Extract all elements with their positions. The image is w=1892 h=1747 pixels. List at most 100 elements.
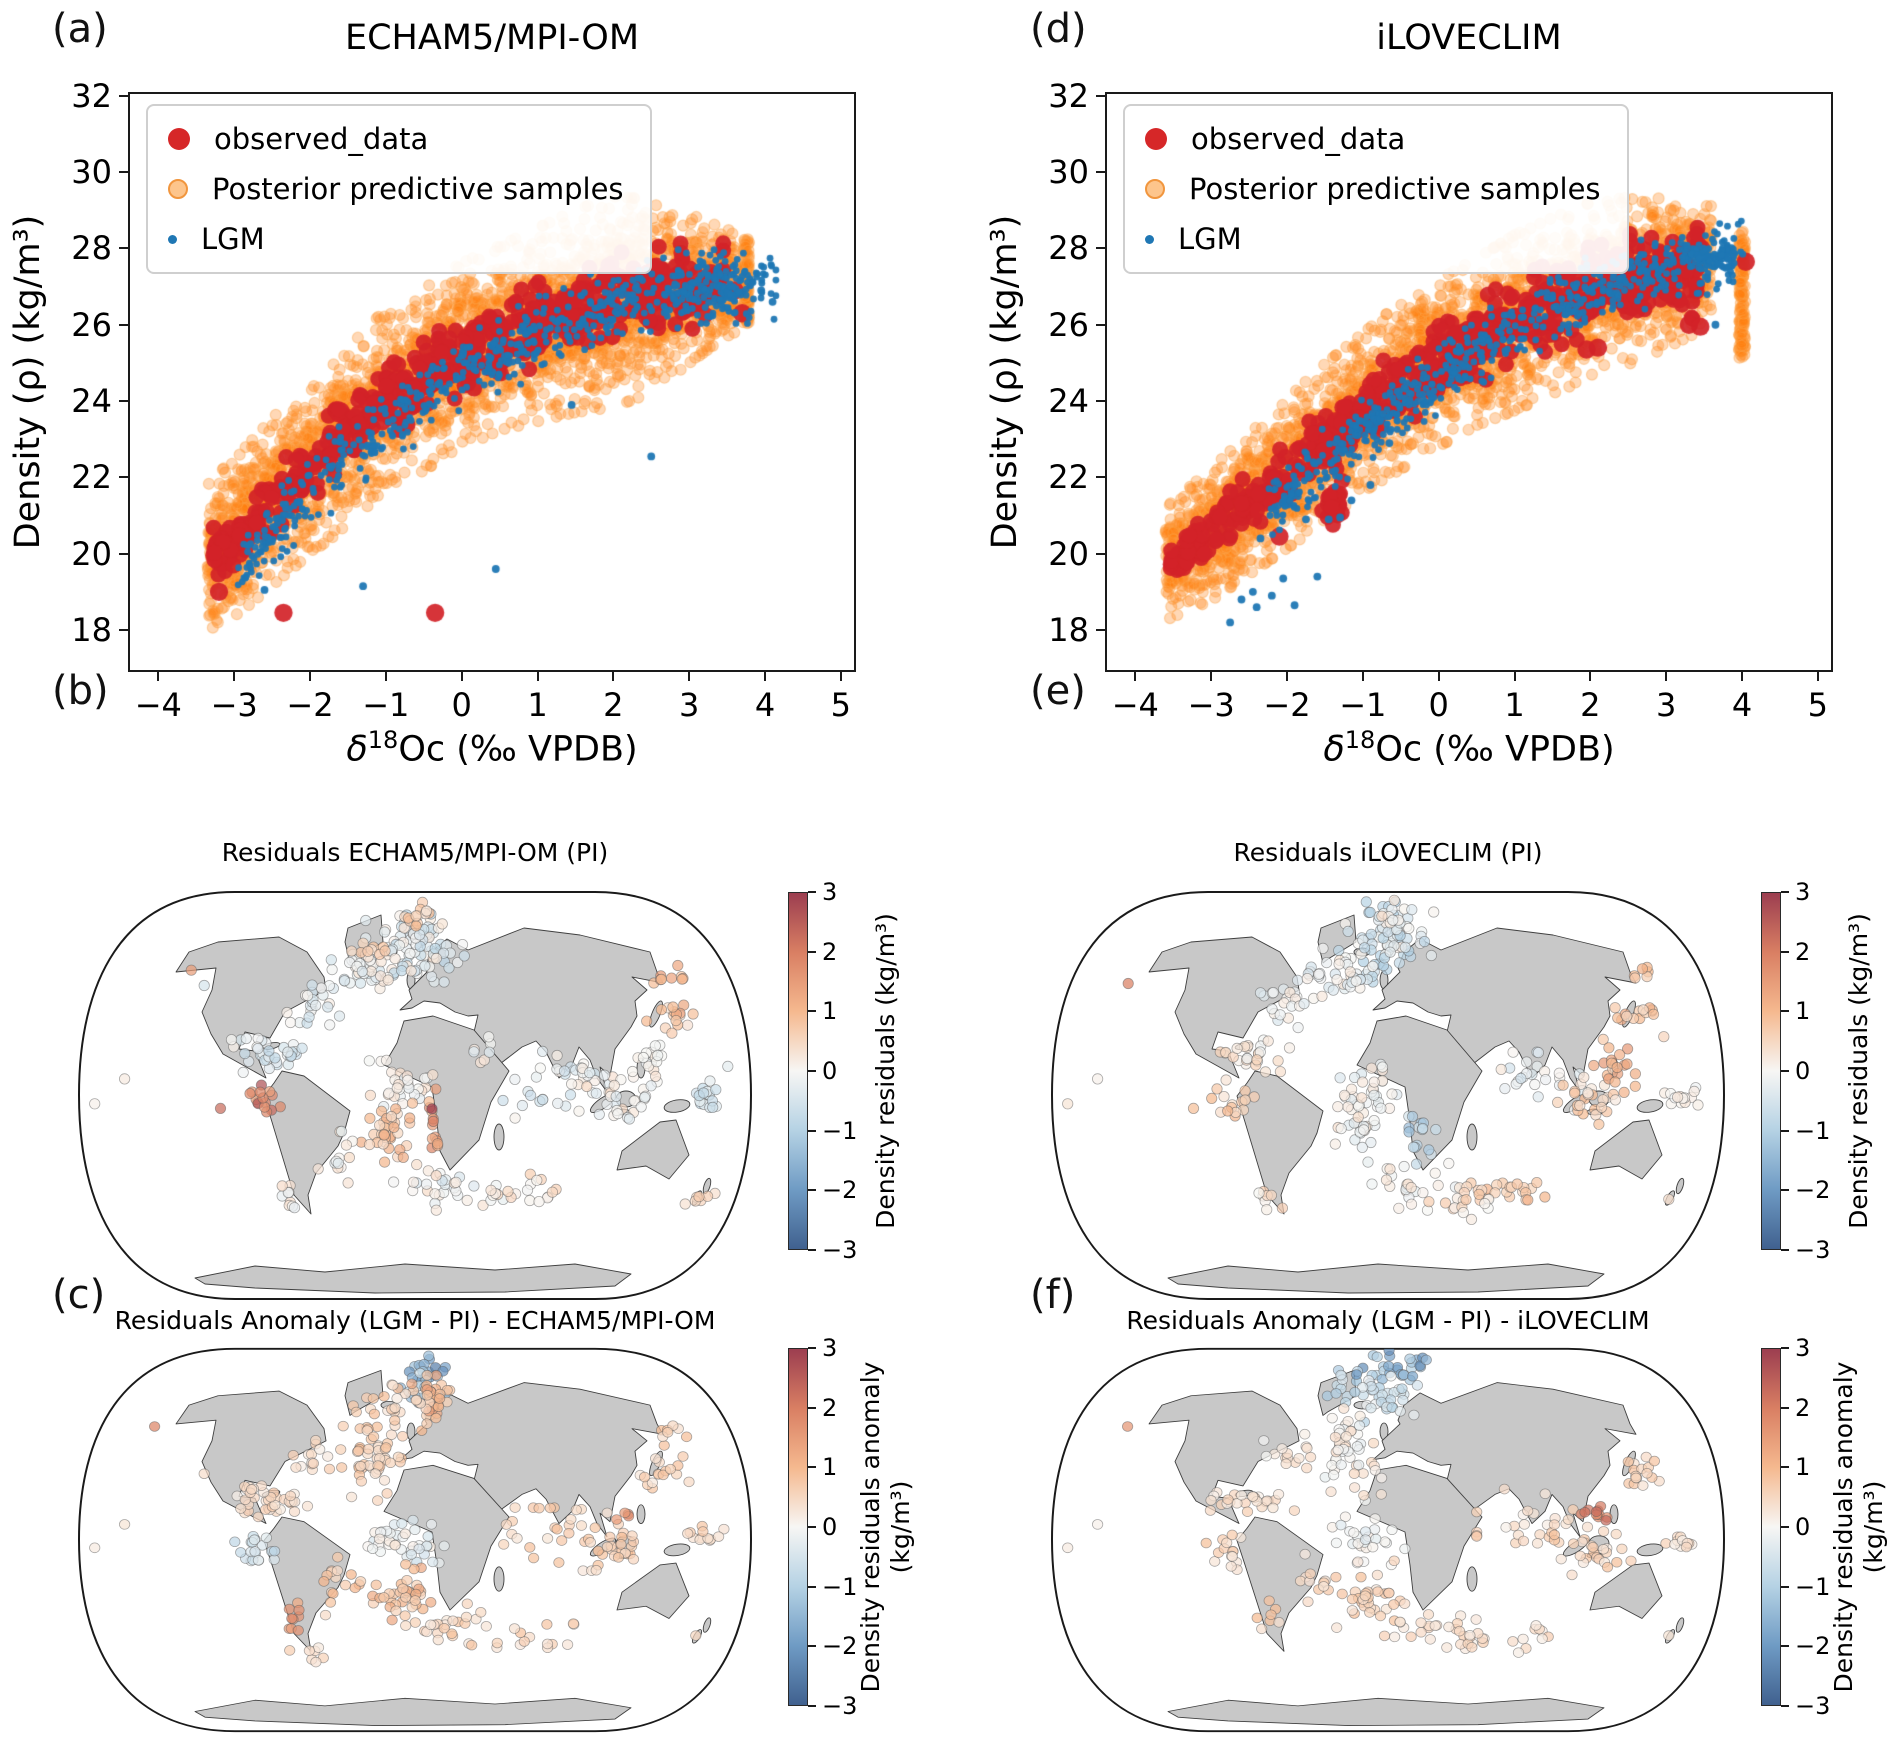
data-point [1532, 1047, 1544, 1059]
data-point [396, 1430, 409, 1442]
data-point [1222, 1105, 1234, 1117]
panel-label-a: (a) [52, 6, 108, 52]
data-point [360, 914, 372, 927]
data-point [302, 990, 314, 1002]
data-point [1609, 1094, 1622, 1106]
data-point [1335, 1519, 1347, 1531]
data-point [355, 1476, 367, 1487]
y-tick-mark [119, 247, 128, 250]
legend-d: observed_data Posterior predictive sampl… [1123, 104, 1629, 274]
data-point [1375, 1472, 1388, 1484]
data-point [662, 1427, 674, 1438]
data-point [1365, 1402, 1377, 1414]
legend-label: LGM [1178, 222, 1242, 256]
data-point [1429, 1620, 1441, 1631]
data-point [556, 1535, 568, 1546]
x-tick-mark [688, 672, 691, 681]
data-point [1394, 1406, 1406, 1417]
data-point [589, 1522, 601, 1533]
data-point [1205, 1495, 1217, 1506]
x-axis-label-a: δ18Oc (‰ VPDB) [346, 726, 637, 770]
data-point [1346, 1593, 1358, 1605]
data-point [1359, 1590, 1371, 1602]
colorbar-tick-label: 3 [822, 1334, 838, 1362]
data-point [1385, 1370, 1397, 1382]
data-point [710, 1084, 722, 1096]
colorbar-tick-mark [1781, 1645, 1789, 1648]
data-point [1507, 1636, 1519, 1647]
data-point [1325, 1486, 1337, 1497]
map-title-b: Residuals ECHAM5/MPI-OM (PI) [221, 838, 609, 867]
data-point [1332, 1444, 1344, 1456]
x-tick-mark [1665, 672, 1668, 681]
data-point [1365, 1062, 1378, 1074]
data-point [1621, 1043, 1634, 1055]
y-tick-mark [1096, 629, 1105, 632]
data-point [1441, 1642, 1453, 1653]
data-point [438, 976, 450, 988]
data-point [284, 1645, 296, 1656]
data-point [460, 1611, 472, 1623]
colorbar-tick-mark [808, 891, 816, 893]
data-point [1241, 1506, 1254, 1517]
data-point [1239, 1094, 1251, 1106]
y-tick-mark [1096, 94, 1105, 97]
data-point [306, 979, 318, 991]
data-point [404, 1112, 416, 1124]
data-point [237, 1066, 249, 1078]
data-point [1346, 1605, 1358, 1616]
data-point [665, 972, 678, 984]
data-point [1512, 1647, 1525, 1658]
data-point [657, 1469, 669, 1481]
data-point [645, 1080, 657, 1092]
colorbar-tick-label: −2 [822, 1632, 858, 1661]
data-point [436, 918, 448, 930]
data-point [1517, 1535, 1530, 1547]
data-point [1595, 1101, 1608, 1113]
data-point [1358, 1124, 1370, 1136]
data-point [378, 1156, 391, 1168]
data-point [612, 1108, 624, 1120]
data-point [1473, 1188, 1485, 1200]
data-point [534, 1062, 546, 1074]
data-point [1376, 1061, 1389, 1073]
data-point [1383, 1587, 1395, 1599]
data-point [1222, 1494, 1234, 1505]
data-point [411, 1158, 423, 1171]
y-tick-label: 32 [71, 76, 112, 115]
x-tick-mark [764, 672, 766, 681]
data-point [1298, 998, 1310, 1010]
data-point [378, 1391, 390, 1402]
data-point [1460, 1194, 1472, 1206]
y-tick-label: 20 [1048, 534, 1089, 573]
colorbar-tick-label: 0 [822, 1057, 838, 1085]
y-axis-label-a: Density (ρ) (kg/m³) [8, 214, 48, 550]
data-point [1530, 1620, 1542, 1631]
data-point [336, 1462, 348, 1473]
data-point [593, 1108, 605, 1120]
data-point [1422, 1609, 1435, 1620]
data-point [565, 1514, 577, 1525]
data-point [667, 1001, 679, 1013]
data-point [1335, 1369, 1347, 1381]
data-point [561, 1639, 574, 1650]
data-point [1397, 1394, 1409, 1406]
data-point [89, 1098, 101, 1110]
y-tick-label: 30 [71, 153, 112, 192]
x-tick-label: −4 [1111, 686, 1159, 724]
data-point [248, 1534, 260, 1546]
colorbar-c [788, 1348, 808, 1706]
data-point [1356, 1076, 1369, 1088]
data-point [1369, 1513, 1381, 1524]
data-point [214, 1102, 227, 1114]
data-point [1350, 1369, 1363, 1380]
data-point [610, 1090, 622, 1102]
data-point [1226, 1551, 1238, 1562]
data-point [1399, 1543, 1411, 1555]
data-point [1630, 1472, 1642, 1484]
data-point [307, 1458, 319, 1469]
data-point [712, 1531, 725, 1542]
data-point [1511, 1178, 1523, 1190]
data-point [1187, 1102, 1200, 1114]
data-point [419, 960, 431, 972]
